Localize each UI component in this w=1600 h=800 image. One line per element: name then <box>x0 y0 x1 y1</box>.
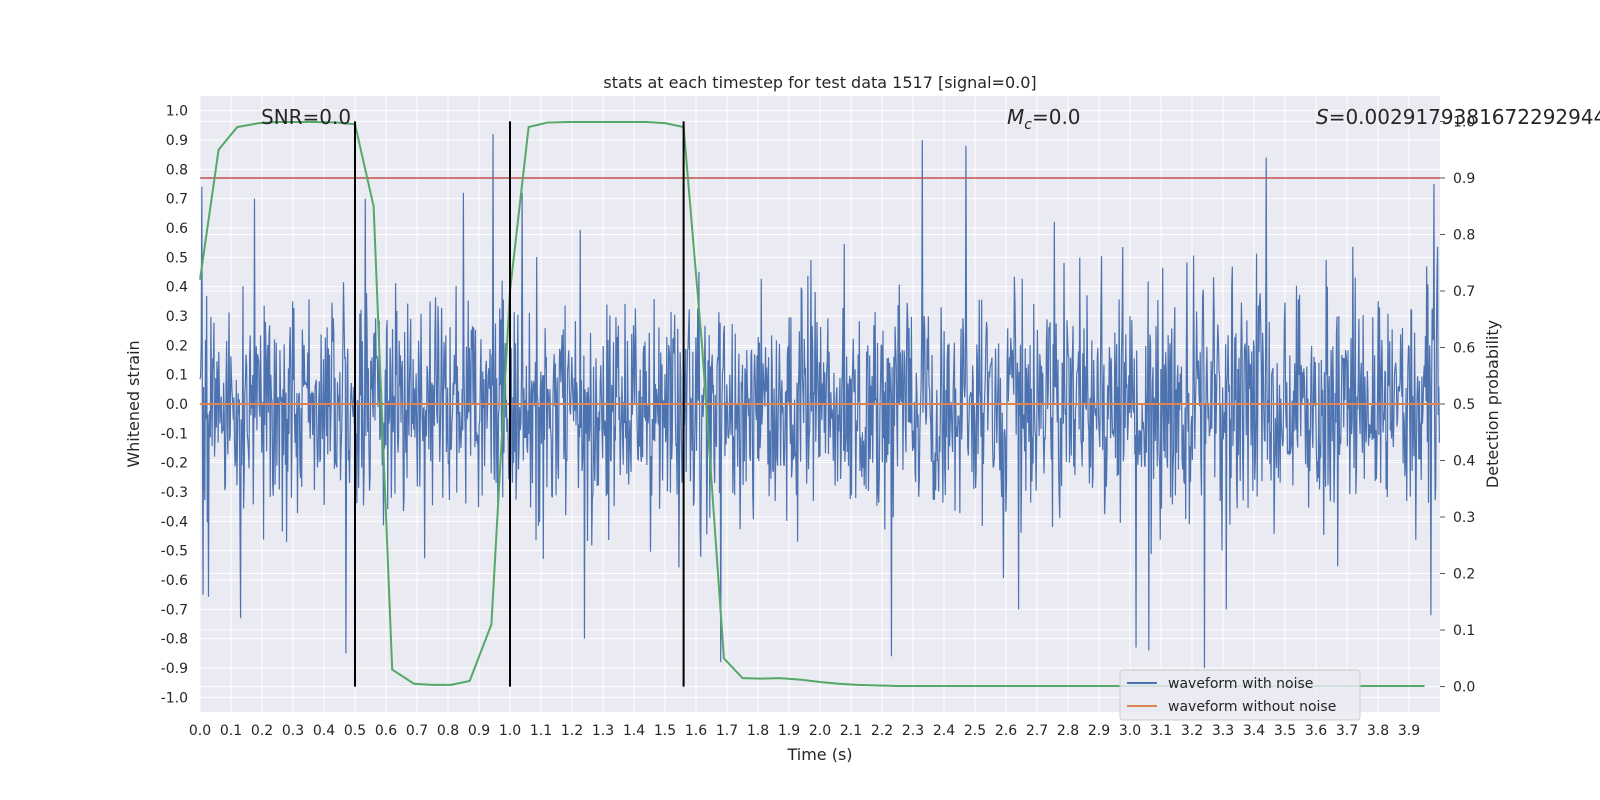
y-tick-label: -0.1 <box>161 426 188 442</box>
x-tick-label: 2.4 <box>933 723 955 739</box>
legend: waveform with noise waveform without noi… <box>1119 669 1361 721</box>
chirp-mass-subscript: c <box>1024 117 1032 133</box>
x-tick-label: 1.4 <box>623 723 645 739</box>
x-tick-label: 3.8 <box>1367 723 1389 739</box>
x-tick-label: 1.7 <box>716 723 738 739</box>
y2-tick-label: 0.6 <box>1453 340 1475 356</box>
y-tick-label: -0.6 <box>161 573 188 589</box>
y-tick-label: 0.4 <box>166 280 188 296</box>
y2-tick-label: 0.7 <box>1453 284 1475 300</box>
noise-waveform-line <box>199 134 1440 669</box>
series-waveform-with-noise <box>199 134 1440 669</box>
y-tick-label: 0.9 <box>166 133 188 149</box>
legend-label-clean: waveform without noise <box>1168 699 1336 715</box>
x-tick-label: 0.4 <box>313 723 335 739</box>
chart-title: stats at each timestep for test data 151… <box>603 73 1036 92</box>
x-axis-label: Time (s) <box>786 745 852 764</box>
y-tick-label: -0.4 <box>161 514 188 530</box>
y-tick-label: -0.8 <box>161 632 188 648</box>
score-value: =0.0029179381672292944 <box>1329 105 1600 129</box>
x-tick-label: 0.3 <box>282 723 304 739</box>
x-tick-label: 1.8 <box>747 723 769 739</box>
x-tick-label: 2.0 <box>809 723 831 739</box>
x-tick-label: 2.8 <box>1057 723 1079 739</box>
y2-tick-label: 1.0 <box>1453 114 1475 130</box>
x-tick-label: 3.0 <box>1119 723 1141 739</box>
y2-axis-label: Detection probability <box>1483 320 1502 488</box>
x-tick-label: 2.5 <box>964 723 986 739</box>
x-tick-labels: 0.0 0.1 0.2 0.3 0.4 0.5 0.6 0.7 0.8 0.9 1.0 1.1 1.2 1… <box>189 723 1420 739</box>
x-tick-label: 0.9 <box>468 723 490 739</box>
x-tick-label: 0.6 <box>375 723 397 739</box>
x-tick-label: 3.6 <box>1305 723 1327 739</box>
x-tick-label: 1.1 <box>530 723 552 739</box>
y2-tick-label: 0.2 <box>1453 567 1475 583</box>
y-tick-label: 0.8 <box>166 162 188 178</box>
y2-tick-label: 0.1 <box>1453 623 1475 639</box>
x-tick-label: 1.5 <box>654 723 676 739</box>
x-tick-label: 0.0 <box>189 723 211 739</box>
y-tick-label: -0.2 <box>161 456 188 472</box>
y-tick-label: -0.7 <box>161 602 188 618</box>
x-tick-label: 2.7 <box>1026 723 1048 739</box>
x-tick-label: 3.2 <box>1181 723 1203 739</box>
y-tick-label: 0.5 <box>166 250 188 266</box>
y2-tick-label: 0.8 <box>1453 227 1475 243</box>
y-tick-label: 1.0 <box>166 104 188 120</box>
y2-tick-label: 0.4 <box>1453 454 1475 470</box>
x-tick-label: 1.2 <box>561 723 583 739</box>
y-tick-label: -1.0 <box>161 690 188 706</box>
y-tick-label: 0.1 <box>166 368 188 384</box>
x-tick-label: 3.3 <box>1212 723 1234 739</box>
x-tick-label: 2.3 <box>902 723 924 739</box>
score-annotation: S=0.0029179381672292944 <box>1316 105 1600 129</box>
x-tick-label: 0.5 <box>344 723 366 739</box>
y2-tick-label: 0.9 <box>1453 171 1475 187</box>
x-tick-label: 3.5 <box>1274 723 1296 739</box>
x-tick-label: 3.4 <box>1243 723 1265 739</box>
x-tick-label: 0.7 <box>406 723 428 739</box>
x-tick-label: 2.9 <box>1088 723 1110 739</box>
chirp-mass-annotation: Mc=0.0 <box>1007 105 1081 133</box>
y-tick-label: 0.0 <box>166 397 188 413</box>
chirp-mass-value: =0.0 <box>1032 105 1081 129</box>
y2-tick-label: 0.3 <box>1453 510 1475 526</box>
x-tick-label: 2.6 <box>995 723 1017 739</box>
chirp-mass-symbol: M <box>1007 105 1024 129</box>
snr-annotation: SNR=0.0 <box>261 105 351 129</box>
y-tick-label: 0.6 <box>166 221 188 237</box>
y2-tick-labels: 1.0 0.9 0.8 0.7 0.6 0.5 0.4 0.3 0.2 0.1 0.0 <box>1440 114 1475 696</box>
y-tick-labels: 1.0 0.9 0.8 0.7 0.6 0.5 0.4 0.3 0.2 0.1 0.0 -0.1 -0.… <box>161 104 188 707</box>
vertical-markers <box>354 121 685 687</box>
legend-box <box>1119 669 1361 721</box>
y-axis-label: Whitened strain <box>124 340 143 467</box>
y-tick-label: -0.9 <box>161 661 188 677</box>
y-tick-label: 0.3 <box>166 309 188 325</box>
series-detection-probability <box>199 121 1425 687</box>
x-tick-label: 1.0 <box>499 723 521 739</box>
y2-tick-label: 0.5 <box>1453 397 1475 413</box>
y-tick-label: 0.2 <box>166 338 188 354</box>
x-tick-label: 1.3 <box>592 723 614 739</box>
y-tick-label: -0.5 <box>161 544 188 560</box>
score-symbol: S <box>1316 105 1329 129</box>
x-tick-label: 2.1 <box>840 723 862 739</box>
x-tick-label: 1.6 <box>685 723 707 739</box>
x-tick-label: 1.9 <box>778 723 800 739</box>
x-tick-label: 2.2 <box>871 723 893 739</box>
y-tick-label: -0.3 <box>161 485 188 501</box>
x-tick-label: 3.1 <box>1150 723 1172 739</box>
y-tick-label: 0.7 <box>166 192 188 208</box>
x-tick-label: 3.7 <box>1336 723 1358 739</box>
legend-label-noise: waveform with noise <box>1168 676 1313 692</box>
x-tick-label: 3.9 <box>1398 723 1420 739</box>
x-tick-label: 0.2 <box>251 723 273 739</box>
x-tick-label: 0.1 <box>220 723 242 739</box>
detection-probability-line <box>199 121 1425 687</box>
y2-tick-label: 0.0 <box>1453 680 1475 696</box>
x-tick-label: 0.8 <box>437 723 459 739</box>
